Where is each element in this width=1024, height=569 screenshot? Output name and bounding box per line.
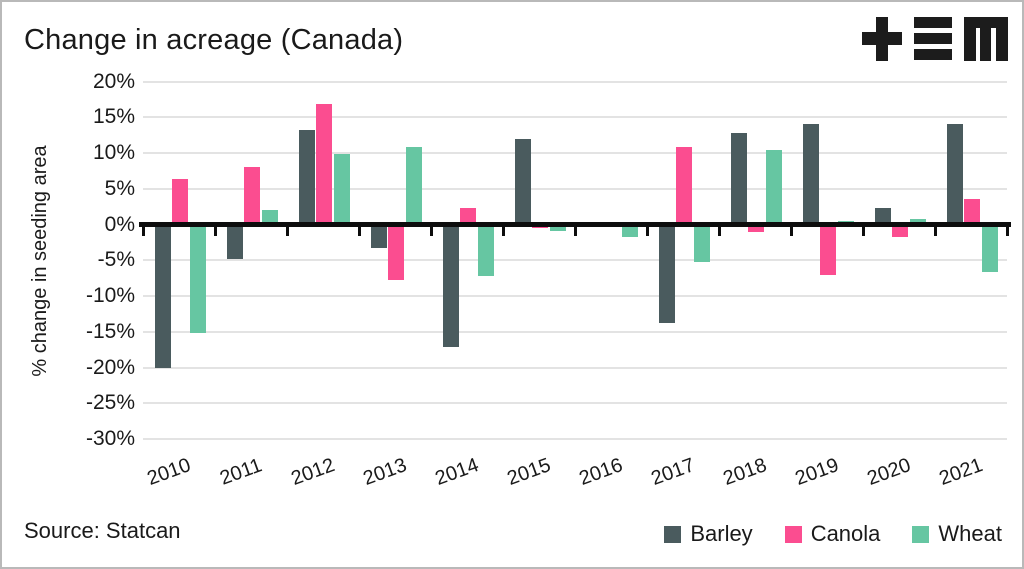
bar-barley-2015 [514, 139, 531, 225]
bar-canola-2018 [748, 224, 764, 232]
bar-wheat-2011 [261, 210, 278, 225]
y-tick-label: -25% [85, 391, 135, 415]
bar-barley-2013 [370, 224, 387, 249]
x-axis-tick [502, 227, 505, 236]
y-tick-label: -20% [85, 355, 135, 379]
bar-barley-2021 [946, 124, 963, 225]
legend-label: Wheat [938, 521, 1002, 546]
gridline [143, 330, 1007, 333]
y-tick-label: 20% [92, 69, 135, 93]
bar-barley-2012 [298, 130, 315, 225]
legend-item-canola: Canola [784, 521, 881, 547]
bar-wheat-2020 [909, 219, 926, 225]
legend-swatch-canola [784, 525, 802, 543]
x-axis-tick [1006, 227, 1009, 236]
bar-canola-2017 [676, 147, 692, 225]
legend-item-barley: Barley [664, 521, 753, 547]
bar-wheat-2018 [765, 150, 782, 225]
y-tick-label: -30% [85, 427, 135, 450]
bar-canola-2014 [460, 208, 476, 225]
gridline [143, 187, 1007, 190]
x-axis-tick [862, 227, 865, 236]
y-tick-label: 0% [104, 212, 135, 236]
legend-label: Barley [690, 521, 753, 546]
bar-wheat-2021 [981, 224, 998, 272]
x-axis-tick [574, 227, 577, 236]
bar-wheat-2017 [693, 224, 710, 262]
x-axis-tick [286, 227, 289, 236]
x-axis-tick [934, 227, 937, 236]
y-tick-label: 5% [104, 176, 135, 200]
gridline [143, 438, 1007, 440]
gridline [143, 80, 1007, 83]
gridline [143, 402, 1007, 405]
gridline [143, 295, 1007, 297]
y-tick-label: -15% [85, 319, 135, 343]
x-tick-label: 2021 [936, 454, 986, 490]
gridline [143, 366, 1007, 369]
bar-canola-2019 [820, 224, 836, 275]
legend-item-wheat: Wheat [912, 521, 1002, 547]
x-axis-tick [790, 227, 793, 236]
x-axis-tick [214, 227, 217, 236]
bar-barley-2011 [226, 224, 243, 259]
x-axis-tick [430, 227, 433, 236]
logo-plus-horizontal [862, 32, 902, 45]
bar-canola-2013 [388, 224, 404, 281]
bar-wheat-2013 [405, 146, 422, 225]
bar-barley-2014 [442, 224, 459, 347]
bar-wheat-2010 [189, 224, 206, 334]
bar-barley-2010 [154, 224, 171, 368]
gridline [143, 152, 1007, 154]
y-tick-label: 10% [92, 141, 135, 164]
chart-title: Change in acreage (Canada) [24, 24, 404, 56]
y-tick-label: -5% [97, 248, 135, 272]
legend-label: Canola [810, 521, 881, 546]
x-axis-tick [718, 227, 721, 236]
x-axis-tick [142, 227, 145, 236]
bar-barley-2020 [874, 208, 891, 225]
x-axis-tick [358, 227, 361, 236]
legend-swatch-barley [664, 525, 682, 543]
legend-swatch-wheat [912, 525, 930, 543]
bar-wheat-2012 [333, 153, 350, 225]
bar-barley-2017 [658, 224, 675, 324]
gridline [143, 259, 1007, 262]
gridline [143, 116, 1007, 119]
x-axis-tick [646, 227, 649, 236]
bar-wheat-2016 [621, 224, 638, 237]
source-note: Source: Statcan [24, 518, 181, 543]
bar-canola-2011 [244, 167, 260, 225]
bar-canola-2012 [316, 104, 332, 225]
bar-barley-2018 [730, 132, 747, 225]
bar-canola-2021 [964, 198, 980, 225]
bar-wheat-2014 [477, 224, 494, 276]
tem-logo-icon [862, 17, 1008, 61]
bar-barley-2019 [802, 123, 819, 225]
y-tick-label: 15% [92, 105, 135, 129]
bar-wheat-2015 [549, 224, 566, 231]
y-tick-label: -10% [85, 284, 135, 307]
x-axis-line [139, 222, 1011, 227]
chart-legend: Barley Canola Wheat [664, 521, 1002, 547]
bar-canola-2010 [172, 179, 188, 225]
bar-canola-2020 [892, 224, 908, 238]
